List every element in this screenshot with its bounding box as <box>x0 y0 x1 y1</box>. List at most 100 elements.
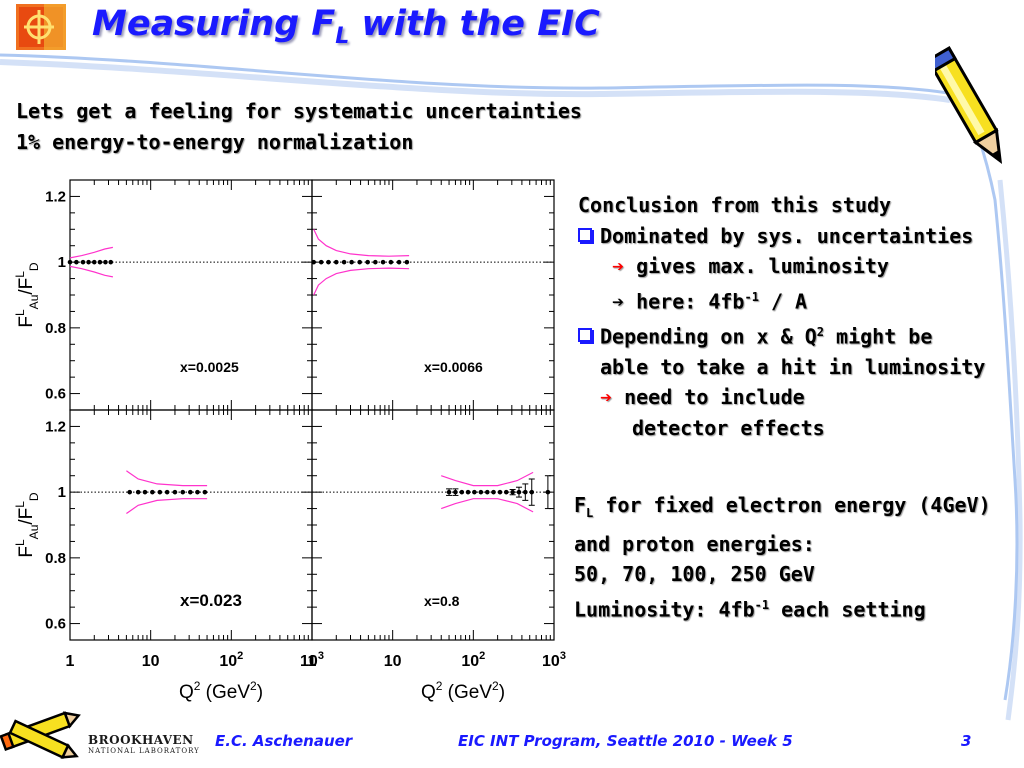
y-tick-label: 0.6 <box>45 386 66 403</box>
data-point <box>180 489 186 495</box>
info-block: FL for fixed electron energy (4GeV) and … <box>574 490 991 625</box>
conclusion-block: Conclusion from this study Dominated by … <box>578 190 985 443</box>
data-point <box>478 489 484 495</box>
arrow-right-icon: ➔ <box>600 385 613 410</box>
data-point <box>318 259 324 265</box>
data-point <box>150 489 155 495</box>
data-point <box>80 259 86 265</box>
x-tick-label: 1 <box>308 653 317 670</box>
bnl-logo: BROOKHAVEN NATIONAL LABORATORY <box>88 733 200 755</box>
data-point <box>127 489 133 495</box>
y-axis-label: FLAu/FLD <box>13 492 41 558</box>
panel-frame <box>311 179 555 411</box>
data-point <box>202 489 208 495</box>
data-point <box>311 259 317 265</box>
data-point <box>142 489 148 495</box>
data-point <box>516 489 522 495</box>
data-point <box>373 259 378 265</box>
bullet-2: Depending on x & Q2 might be <box>578 317 985 352</box>
panel-frame <box>69 179 313 411</box>
x-tick-label: 102 <box>461 650 485 670</box>
data-point <box>380 259 386 265</box>
data-point <box>108 259 114 265</box>
data-point <box>135 489 141 495</box>
eic-logo <box>16 4 66 50</box>
y-tick-label: 1 <box>58 254 66 271</box>
bullet-2-arrow-1: ➔ need to include <box>600 385 805 410</box>
subtitle-line-1: Lets get a feeling for systematic uncert… <box>16 99 582 123</box>
data-point <box>349 259 354 265</box>
data-point <box>195 489 200 495</box>
x-axis-label: Q2 (GeV2) <box>421 679 505 703</box>
x-tick-label: 103 <box>300 650 324 670</box>
footer-author: E.C. Aschenauer <box>215 732 353 750</box>
uncertainty-band-lower <box>126 498 208 514</box>
data-point <box>510 489 515 495</box>
arrow-right-icon: ➔ <box>612 289 625 314</box>
x-tick-label: 10 <box>384 653 402 670</box>
checkbox-bullet-icon <box>578 328 592 343</box>
data-point <box>67 259 73 265</box>
data-point <box>188 489 193 495</box>
data-point <box>97 259 103 265</box>
pencils-icon <box>0 711 81 759</box>
info-line-4: Luminosity: 4fb-1 each setting <box>574 597 926 622</box>
data-point <box>341 259 347 265</box>
info-line-2: and proton energies: <box>574 531 815 556</box>
data-point <box>333 259 339 265</box>
data-point <box>326 259 331 265</box>
uncertainty-band-lower <box>313 267 410 296</box>
data-point <box>497 489 503 495</box>
data-point <box>388 259 394 265</box>
subtitle: Lets get a feeling for systematic uncert… <box>16 96 582 158</box>
y-tick-label: 0.6 <box>45 616 66 633</box>
x-tick-label: 103 <box>542 650 566 670</box>
footer-page-number: 3 <box>961 732 972 750</box>
uncertainty-band-upper <box>441 471 534 487</box>
data-point <box>172 489 178 495</box>
data-point <box>74 259 79 265</box>
x-tick-label: 102 <box>219 650 243 670</box>
data-point <box>164 489 170 495</box>
y-tick-label: 0.8 <box>45 320 66 337</box>
data-point <box>465 489 471 495</box>
info-line-3: 50, 70, 100, 250 GeV <box>574 562 815 586</box>
checkbox-bullet-icon <box>578 227 592 242</box>
data-point <box>503 489 509 495</box>
x-tick-label: 1 <box>66 653 75 670</box>
data-point <box>545 489 551 495</box>
x-tick-label: 10 <box>142 653 160 670</box>
x-axis-label: Q2 (GeV2) <box>179 679 263 703</box>
subtitle-line-2: 1% energy-to-energy normalization <box>16 130 414 154</box>
footer-event: EIC INT Program, Seattle 2010 - Week 5 <box>458 732 793 750</box>
uncertainty-band-lower <box>69 265 114 278</box>
y-axis-label: FLAu/FLD <box>13 262 41 328</box>
bullet-2-line-2: able to take a hit in luminosity <box>600 354 986 379</box>
y-tick-label: 1 <box>58 484 66 501</box>
bullet-1-arrow-2: ➔ here: 4fb-1 / A <box>612 289 808 314</box>
fl-ratio-chart: 0.6 0.8 1 1.2 x=0.0025 x=0.0066 0.6 0.8 1 1.2 x=0.… <box>13 179 566 703</box>
panel-label: x=0.023 <box>180 591 242 610</box>
panel-label: x=0.0066 <box>424 359 483 375</box>
pencil-icon <box>935 46 1003 165</box>
arrow-right-icon: ➔ <box>612 254 625 278</box>
bullet-1-arrow-1: ➔ gives max. luminosity <box>612 254 889 278</box>
data-point <box>365 259 370 265</box>
info-line-1: FL for fixed electron energy (4GeV) <box>574 493 991 520</box>
conclusion-heading: Conclusion from this study <box>578 193 892 217</box>
bullet-2-arrow-2: detector effects <box>632 415 825 440</box>
data-point <box>472 489 477 495</box>
data-point <box>103 259 108 265</box>
y-tick-label: 1.2 <box>45 418 66 435</box>
data-point <box>404 259 410 265</box>
uncertainty-band-upper <box>313 229 410 257</box>
bullet-1: Dominated by sys. uncertainties <box>578 221 985 252</box>
data-point <box>91 259 97 265</box>
data-point <box>446 489 452 495</box>
data-point <box>485 489 490 495</box>
panel-label: x=0.8 <box>424 593 460 609</box>
uncertainty-band-upper <box>126 470 208 487</box>
y-tick-label: 1.2 <box>45 188 66 205</box>
slide-title: Measuring FL with the EIC <box>92 4 600 49</box>
data-point <box>453 489 458 495</box>
